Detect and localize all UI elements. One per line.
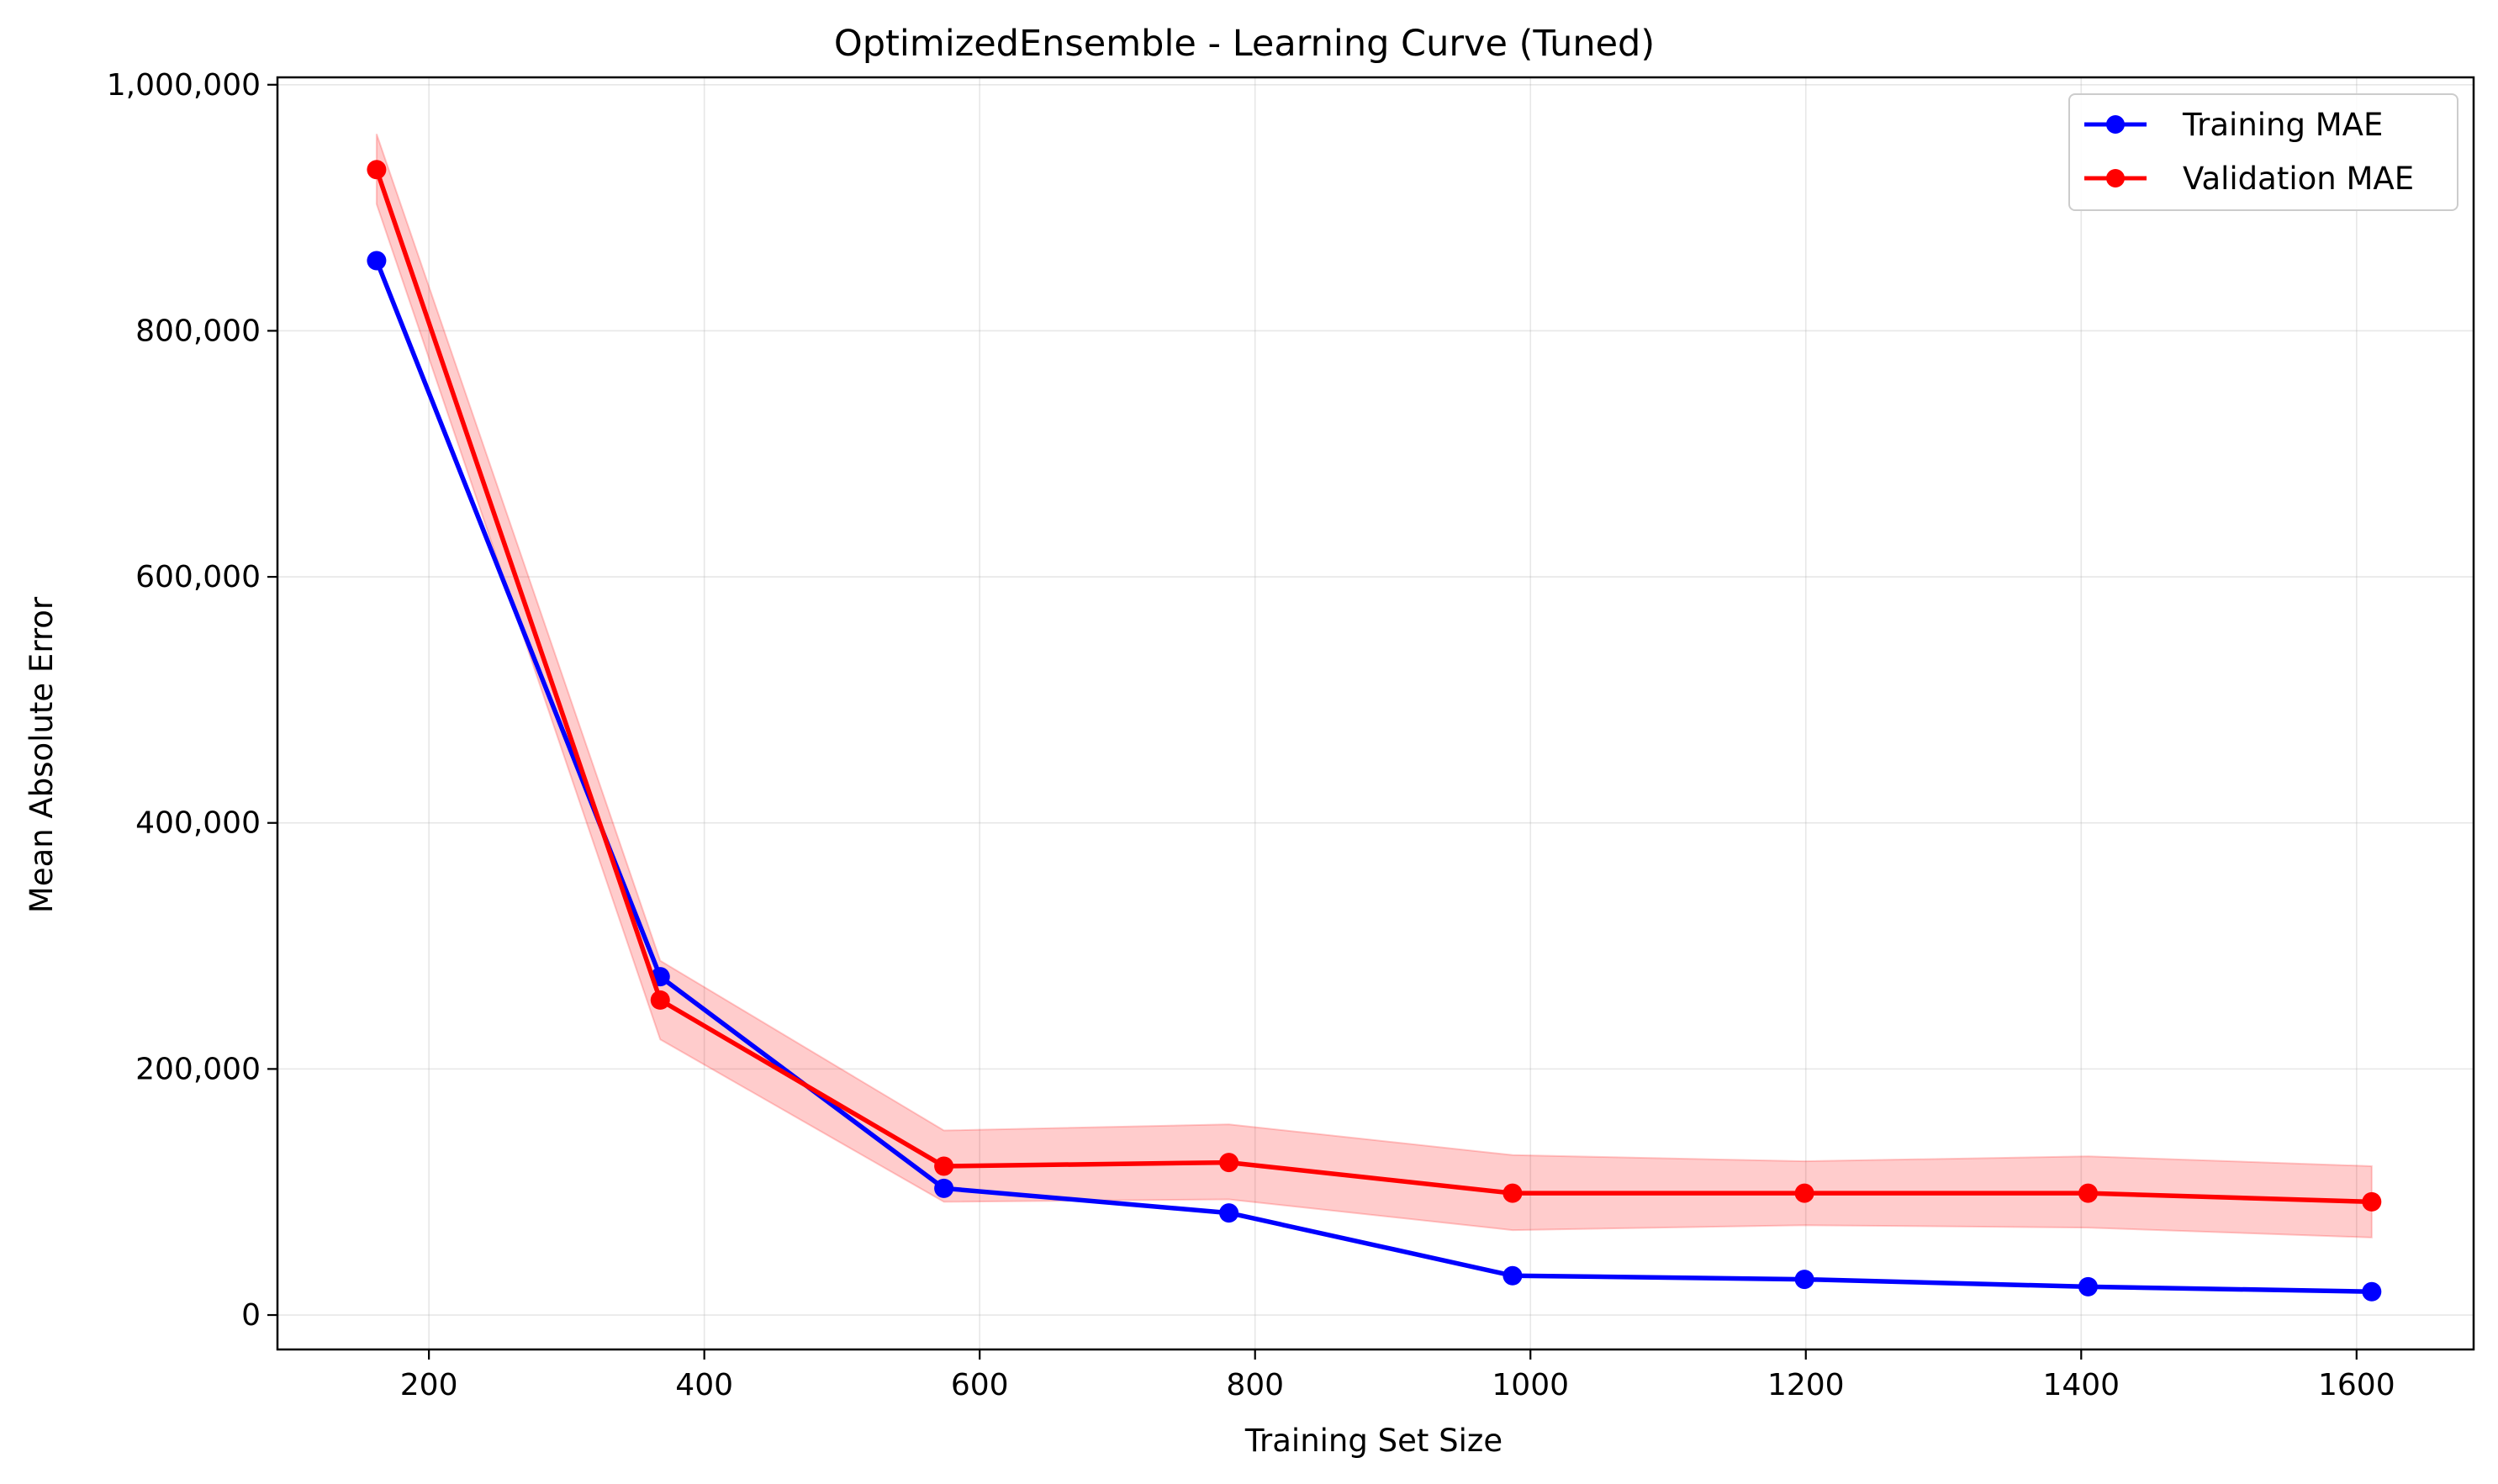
training-mae-point <box>1219 1203 1239 1223</box>
y-tick-label: 800,000 <box>135 314 261 348</box>
confidence-bands <box>375 133 2373 1238</box>
training-mae-line <box>374 260 2372 1294</box>
x-tick-label: 600 <box>951 1368 1009 1402</box>
training-mae-point <box>2362 1281 2382 1302</box>
y-axis-ticks: 0 200,000 400,000 600,000 800,000 1,000,000 <box>107 68 277 1333</box>
validation-mae-line <box>374 168 2372 1205</box>
y-tick-label: 1,000,000 <box>107 68 261 103</box>
training-mae-point <box>2078 1276 2098 1297</box>
plot-area-frame <box>276 76 2475 1351</box>
legend-marker-training <box>2106 115 2125 134</box>
x-tick-label: 1600 <box>2318 1368 2395 1402</box>
legend-label-validation: Validation MAE <box>2183 161 2414 197</box>
x-tick-label: 200 <box>400 1368 458 1402</box>
chart-title: OptimizedEnsemble - Learning Curve (Tune… <box>834 23 1655 65</box>
training-mae-point <box>1794 1270 1814 1290</box>
y-tick-label: 0 <box>241 1298 261 1333</box>
x-axis-label: Training Set Size <box>1244 1423 1502 1459</box>
y-tick-label: 600,000 <box>135 560 261 594</box>
validation-std-band <box>375 133 2373 1238</box>
validation-mae-point <box>934 1156 954 1176</box>
x-tick-label: 1400 <box>2042 1368 2120 1402</box>
legend-marker-validation <box>2106 169 2125 187</box>
y-tick-label: 400,000 <box>135 806 261 841</box>
validation-mae-point <box>367 160 387 180</box>
x-tick-label: 1200 <box>1767 1368 1845 1402</box>
validation-mae-point <box>2362 1191 2382 1212</box>
training-mae-point <box>1502 1265 1523 1286</box>
y-tick-label: 200,000 <box>135 1052 261 1086</box>
grid-lines <box>277 77 2474 1349</box>
y-axis-label: Mean Absolute Error <box>24 596 60 913</box>
x-tick-label: 400 <box>675 1368 733 1402</box>
training-mae-point <box>367 251 387 271</box>
validation-mae-point <box>2078 1183 2098 1203</box>
x-tick-label: 800 <box>1226 1368 1284 1402</box>
legend-label-training: Training MAE <box>2182 107 2383 143</box>
validation-mae-point <box>1794 1183 1814 1203</box>
x-axis-ticks: 200 400 600 800 1000 1200 1400 1600 <box>400 1349 2395 1402</box>
validation-mae-point <box>1502 1183 1523 1203</box>
training-mae-point <box>934 1178 954 1198</box>
x-tick-label: 1000 <box>1492 1368 1569 1402</box>
validation-mae-point <box>650 990 670 1010</box>
legend: Training MAE Validation MAE <box>2068 93 2458 211</box>
validation-mae-point <box>1219 1153 1239 1173</box>
series-lines <box>367 160 2382 1302</box>
legend-box <box>2068 93 2458 211</box>
